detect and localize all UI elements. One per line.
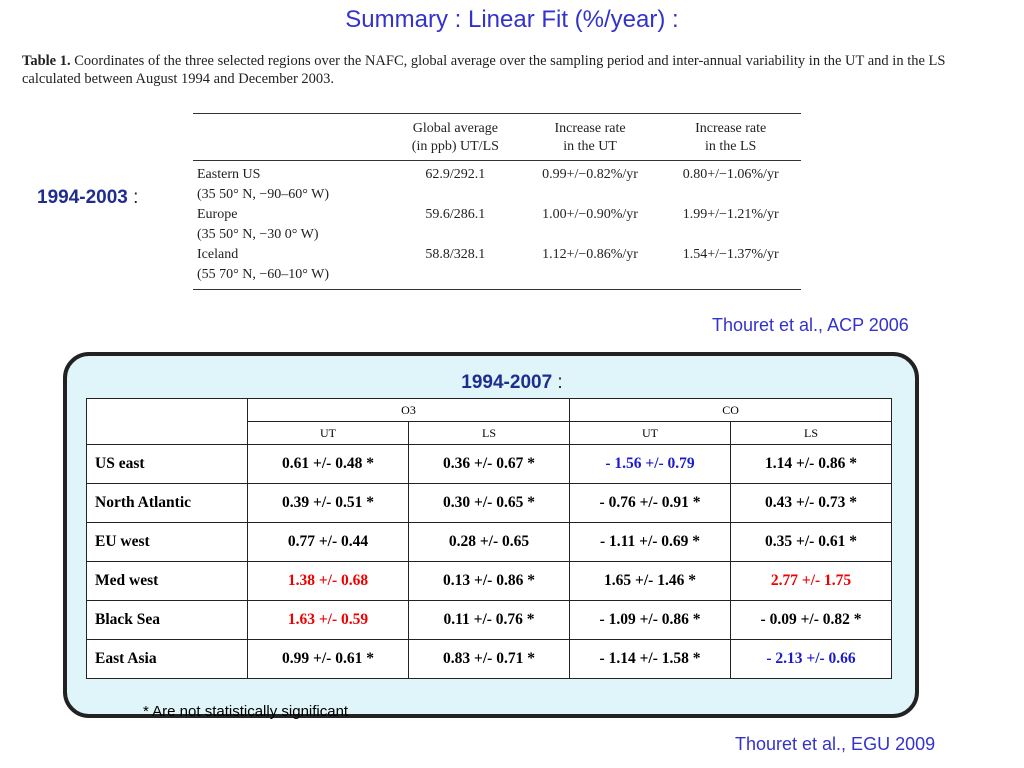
table2-value-cell: 1.65 +/- 1.46 * [569,561,732,601]
table2-subheader-co-ls: LS [730,421,893,445]
table2-row: EU west 0.77 +/- 0.44 0.28 +/- 0.65- 1.11 … [86,522,893,562]
table1-ut-rate: 1.00+/−0.90%/yr [542,207,638,222]
table2-row: Black Sea 1.63 +/- 0.59 0.11 +/- 0.76 * - 1… [86,600,893,640]
caption-text: Coordinates of the three selected region… [22,53,946,87]
table2-value-cell: 0.28 +/- 0.65 [407,522,571,562]
table2-value-cell: 1.38 +/- 0.68 [247,561,409,601]
table1-empty-cell [660,185,801,205]
table2-row: East Asia 0.99 +/- 0.61 * 0.83 +/- 0.71 * -… [86,639,893,679]
table1-ut-rate: 0.99+/−0.82%/yr [542,167,638,182]
table2-corner-cell [86,398,248,445]
table1-global-average: 59.6/286.1 [425,207,486,222]
table2-value-cell: 0.83 +/- 0.71 * [407,639,571,679]
table1-header-ut: Increase rate in the UT [554,121,626,154]
table2-value-cell: 0.11 +/- 0.76 * [407,600,571,640]
table1-empty-cell [391,265,520,290]
table1-region-coords: (55 70° N, −60–10° W) [197,267,329,282]
citation-acp-2006: Thouret et al., ACP 2006 [712,315,909,335]
table2-subheader-co-ut: UT [569,421,732,445]
table1-global-average: 62.9/292.1 [425,167,486,182]
table2-row: US east 0.61 +/- 0.48 * 0.36 +/- 0.67 * - 1… [86,444,893,484]
table2-group-o3: O3 [246,398,571,422]
slide-title: Summary : Linear Fit (%/year) : [345,6,679,33]
table1: Global average (in ppb) UT/LS Increase r… [193,113,801,290]
table1-header-region [193,114,391,161]
table1-header-ls: Increase rate in the LS [695,121,767,154]
table2-group-co: CO [569,398,893,422]
table2-value-cell: 0.13 +/- 0.86 * [407,561,571,601]
period2-colon: : [552,372,563,393]
table1-row: Europe 59.6/286.1 1.00+/−0.90%/yr 1.99+/−1.… [193,205,801,225]
table2: O3 CO UT LS UT LS US east 0.61 +/- 0.48 *… [86,398,893,679]
table2-value-cell: 0.77 +/- 0.44 [247,522,409,562]
table2-value-cell: 2.77 +/- 1.75 [730,561,893,601]
table2-value-cell: 1.63 +/- 0.59 [247,600,409,640]
period-label-1994-2003: 1994-2003 : [37,187,138,209]
table2-region: US east [86,444,248,484]
table1-row-coords: (35 50° N, −30 0° W) [193,225,801,245]
table1-region-name: Europe [197,207,238,222]
table1-region-name: Iceland [197,247,239,262]
table1-empty-cell [391,225,520,245]
table2-region: Black Sea [86,600,248,640]
table1-header-row: Global average (in ppb) UT/LS Increase r… [193,113,801,161]
table2-value-cell: 1.14 +/- 0.86 * [730,444,893,484]
table2-value-cell: - 1.09 +/- 0.86 * [569,600,732,640]
table2-row: Med west 1.38 +/- 0.68 0.13 +/- 0.86 * 1.65… [86,561,893,601]
table2-row: North Atlantic 0.39 +/- 0.51 * 0.30 +/- 0.… [86,483,893,523]
table2-value-cell: 0.99 +/- 0.61 * [247,639,409,679]
table2-value-cell: 0.43 +/- 0.73 * [730,483,893,523]
table2-group-row: O3 CO [86,398,893,445]
table1-row: Iceland 58.8/328.1 1.12+/−0.86%/yr 1.54+/−1… [193,245,801,265]
table1-ls-rate: 1.54+/−1.37%/yr [682,247,779,262]
table1-global-average: 58.8/328.1 [425,247,486,262]
table1-empty-cell [391,185,520,205]
period2-years: 1994-2007 [461,372,553,393]
table1-ls-rate: 0.80+/−1.06%/yr [682,167,779,182]
table1-empty-cell [520,185,661,205]
table1-region-name: Eastern US [197,167,261,182]
period1-colon: : [127,187,139,208]
table1-empty-cell [660,265,801,290]
table1-row-coords: (55 70° N, −60–10° W) [193,265,801,290]
table2-value-cell: 0.39 +/- 0.51 * [247,483,409,523]
caption-label: Table 1. [22,53,71,69]
table1-ut-rate: 1.12+/−0.86%/yr [542,247,638,262]
table2-region: East Asia [86,639,248,679]
table2-subheader-o3-ls: LS [407,421,571,445]
table2-value-cell: - 0.76 +/- 0.91 * [569,483,732,523]
table2-value-cell: - 1.14 +/- 1.58 * [569,639,732,679]
period1-years: 1994-2003 [37,187,128,208]
table1-row-coords: (35 50° N, −90–60° W) [193,185,801,205]
table1-caption: Table 1. Coordinates of the three select… [22,52,997,88]
table1-region-coords: (35 50° N, −90–60° W) [197,187,329,202]
table2-value-cell: 0.36 +/- 0.67 * [407,444,571,484]
table2-value-cell: - 0.09 +/- 0.82 * [730,600,893,640]
citation-egu-2009: Thouret et al., EGU 2009 [735,734,936,754]
table1-region-coords: (35 50° N, −30 0° W) [197,227,319,242]
table2-value-cell: - 2.13 +/- 0.66 [730,639,893,679]
table2-region: Med west [86,561,248,601]
period-label-1994-2007: 1994-2007 : [0,372,1024,394]
table2-region: EU west [86,522,248,562]
table2-value-cell: 0.35 +/- 0.61 * [730,522,893,562]
table2-value-cell: - 1.56 +/- 0.79 [569,444,732,484]
table1-empty-cell [520,265,661,290]
table1-row: Eastern US 62.9/292.1 0.99+/−0.82%/yr 0.80+… [193,161,801,186]
table2-subheader-o3-ut: UT [247,421,409,445]
table2-value-cell: 0.61 +/- 0.48 * [247,444,409,484]
table1-ls-rate: 1.99+/−1.21%/yr [682,207,779,222]
table2-value-cell: 0.30 +/- 0.65 * [407,483,571,523]
table2-value-cell: - 1.11 +/- 0.69 * [569,522,732,562]
table1-empty-cell [660,225,801,245]
table2-region: North Atlantic [86,483,248,523]
table1-header-global: Global average (in ppb) UT/LS [411,121,499,154]
footnote-significance: * Are not statistically significant [143,703,349,720]
table1-empty-cell [520,225,661,245]
